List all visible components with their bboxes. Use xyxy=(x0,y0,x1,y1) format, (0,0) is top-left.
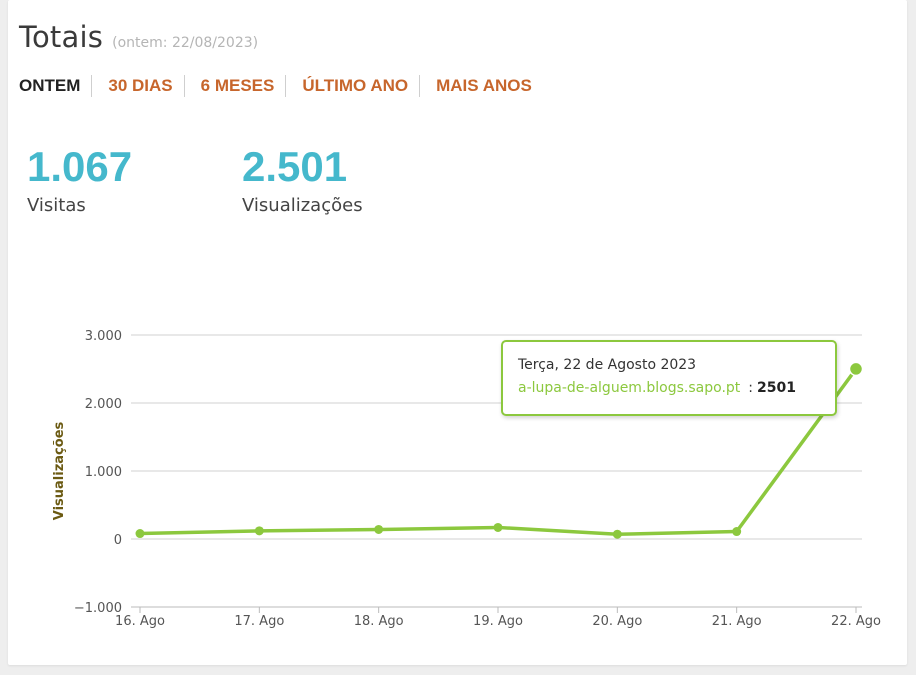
data-point xyxy=(254,526,264,536)
totals-card xyxy=(8,0,907,665)
data-point xyxy=(135,529,145,539)
x-tick-label: 18. Ago xyxy=(354,614,404,629)
y-axis-title: Visualizações xyxy=(52,421,67,520)
data-point xyxy=(374,524,384,534)
stat-views-label: Visualizações xyxy=(242,195,363,216)
tab-mais-anos[interactable]: MAIS ANOS xyxy=(419,75,543,97)
x-tick-label: 21. Ago xyxy=(712,614,762,629)
tooltip-value: 2501 xyxy=(757,380,796,396)
stat-views-value: 2.501 xyxy=(242,143,348,190)
x-tick-label: 19. Ago xyxy=(473,614,523,629)
data-point xyxy=(732,527,742,537)
data-point xyxy=(848,361,864,377)
tooltip-row: a-lupa-de-alguem.blogs.sapo.pt:2501 xyxy=(518,380,835,396)
x-tick-label: 17. Ago xyxy=(234,614,284,629)
page-title: Totais xyxy=(19,20,104,54)
x-tick-label: 16. Ago xyxy=(115,614,165,629)
tab-ultimo-ano[interactable]: ÚLTIMO ANO xyxy=(285,75,419,97)
x-tick-label: 22. Ago xyxy=(831,614,881,629)
data-point xyxy=(493,522,503,532)
header: Totais (ontem: 22/08/2023) xyxy=(19,20,258,54)
tab-30-dias[interactable]: 30 DIAS xyxy=(91,75,183,97)
stat-visits: 1.067 Visitas xyxy=(27,143,132,216)
period-tabs: ONTEM 30 DIAS 6 MESES ÚLTIMO ANO MAIS AN… xyxy=(19,75,543,97)
tooltip-series-name: a-lupa-de-alguem.blogs.sapo.pt xyxy=(518,380,741,396)
tooltip-separator: : xyxy=(748,380,753,396)
tooltip-date: Terça, 22 de Agosto 2023 xyxy=(518,357,697,373)
x-tick-label: 20. Ago xyxy=(592,614,642,629)
chart-tooltip: Terça, 22 de Agosto 2023 a-lupa-de-algue… xyxy=(501,340,837,416)
page-subtitle: (ontem: 22/08/2023) xyxy=(112,35,259,51)
stat-visits-label: Visitas xyxy=(27,195,86,216)
y-tick-label: 1.000 xyxy=(85,465,122,480)
y-tick-label: −1.000 xyxy=(74,601,122,616)
y-tick-label: 2.000 xyxy=(85,397,122,412)
data-point xyxy=(612,529,622,539)
stat-visits-value: 1.067 xyxy=(27,143,133,190)
tab-6-meses[interactable]: 6 MESES xyxy=(183,75,286,97)
tab-ontem[interactable]: ONTEM xyxy=(19,76,81,95)
y-tick-label: 3.000 xyxy=(85,329,122,344)
stat-views: 2.501 Visualizações xyxy=(242,143,363,216)
y-tick-label: 0 xyxy=(114,533,122,548)
